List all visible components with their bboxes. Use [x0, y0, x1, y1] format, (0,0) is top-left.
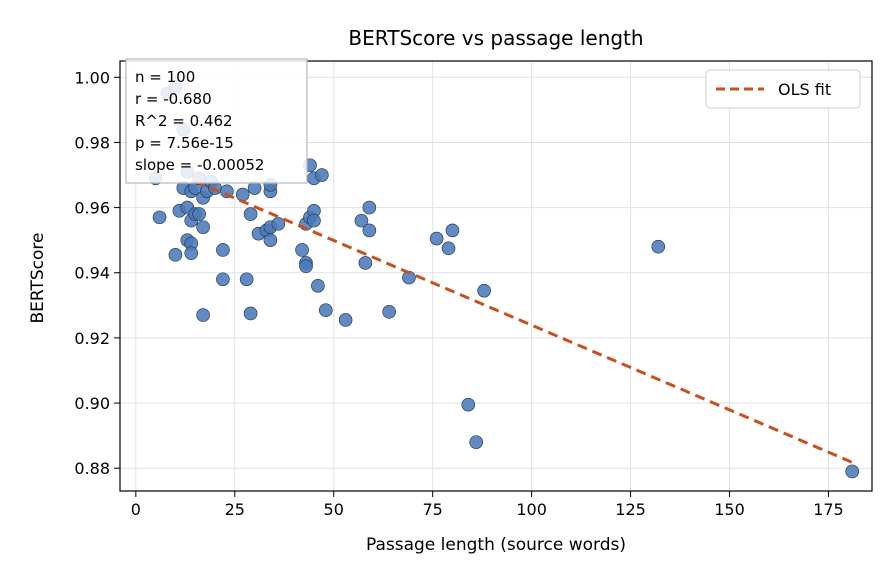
data-point: [315, 168, 329, 182]
y-tick-label: 0.96: [74, 199, 110, 218]
y-tick-label: 0.90: [74, 394, 110, 413]
plot-frame: [119, 60, 873, 492]
data-point: [651, 239, 666, 254]
data-point: [239, 272, 254, 287]
chart-title: BERTScore vs passage length: [348, 26, 643, 50]
x-axis-ticks: 0 25 50 75 100 125 150 175: [131, 491, 844, 519]
x-tick-label: 150: [714, 500, 745, 519]
data-point: [382, 305, 396, 319]
y-axis-label: BERTScore: [28, 233, 48, 324]
data-point: [299, 259, 313, 274]
y-tick-label: 0.92: [74, 329, 110, 348]
data-point: [845, 464, 860, 479]
y-tick-label: 0.88: [74, 459, 110, 478]
data-point: [469, 435, 484, 449]
data-point: [243, 306, 258, 321]
data-point: [196, 220, 210, 234]
data-point: [243, 207, 258, 221]
stats-n: n = 100: [135, 68, 195, 86]
data-point: [168, 248, 183, 262]
stats-slope: slope = -0.00052: [135, 156, 264, 174]
data-point: [319, 303, 333, 318]
data-point: [354, 213, 369, 228]
data-point: [295, 243, 309, 257]
y-tick-label: 0.94: [74, 264, 110, 283]
y-tick-label: 1.00: [74, 68, 110, 87]
x-tick-label: 100: [516, 500, 547, 519]
data-point: [192, 207, 206, 221]
data-point: [441, 241, 456, 256]
x-tick-label: 0: [131, 500, 141, 519]
stats-r: r = -0.680: [135, 90, 212, 108]
fit-line-group: [194, 179, 853, 464]
data-point: [429, 231, 444, 246]
data-point: [271, 217, 286, 231]
ols-fit-line: [194, 179, 853, 464]
data-point: [196, 308, 210, 322]
data-point: [362, 200, 377, 215]
x-tick-label: 175: [813, 500, 844, 519]
data-point: [216, 243, 230, 257]
data-point: [362, 223, 377, 238]
data-point: [263, 233, 278, 247]
x-tick-label: 50: [324, 500, 344, 519]
stats-box: n = 100 r = -0.680 R^2 = 0.462 p = 7.56e…: [125, 58, 308, 184]
stats-box-frame: [125, 58, 308, 184]
data-point: [184, 246, 199, 260]
data-point: [216, 272, 230, 287]
data-points: [148, 80, 860, 479]
data-point: [461, 397, 476, 412]
y-axis-ticks: 0.88 0.90 0.92 0.94 0.96 0.98 1.00: [74, 68, 120, 478]
data-point: [358, 256, 373, 270]
data-point: [235, 187, 250, 202]
data-point: [477, 283, 491, 298]
x-axis-label: Passage length (source words): [366, 535, 626, 555]
legend: OLS fit: [705, 69, 861, 109]
data-point: [445, 223, 460, 238]
legend-fit-label: OLS fit: [778, 80, 831, 99]
grid: [120, 61, 872, 491]
stats-r2: R^2 = 0.462: [135, 112, 233, 130]
data-point: [152, 210, 167, 225]
x-tick-label: 125: [615, 500, 646, 519]
x-tick-label: 25: [225, 500, 245, 519]
y-tick-label: 0.98: [74, 133, 110, 152]
data-point: [307, 213, 321, 228]
data-point: [338, 313, 353, 327]
x-tick-label: 75: [422, 500, 442, 519]
data-point: [311, 278, 325, 293]
legend-frame: [705, 69, 861, 109]
stats-p: p = 7.56e-15: [135, 134, 234, 152]
